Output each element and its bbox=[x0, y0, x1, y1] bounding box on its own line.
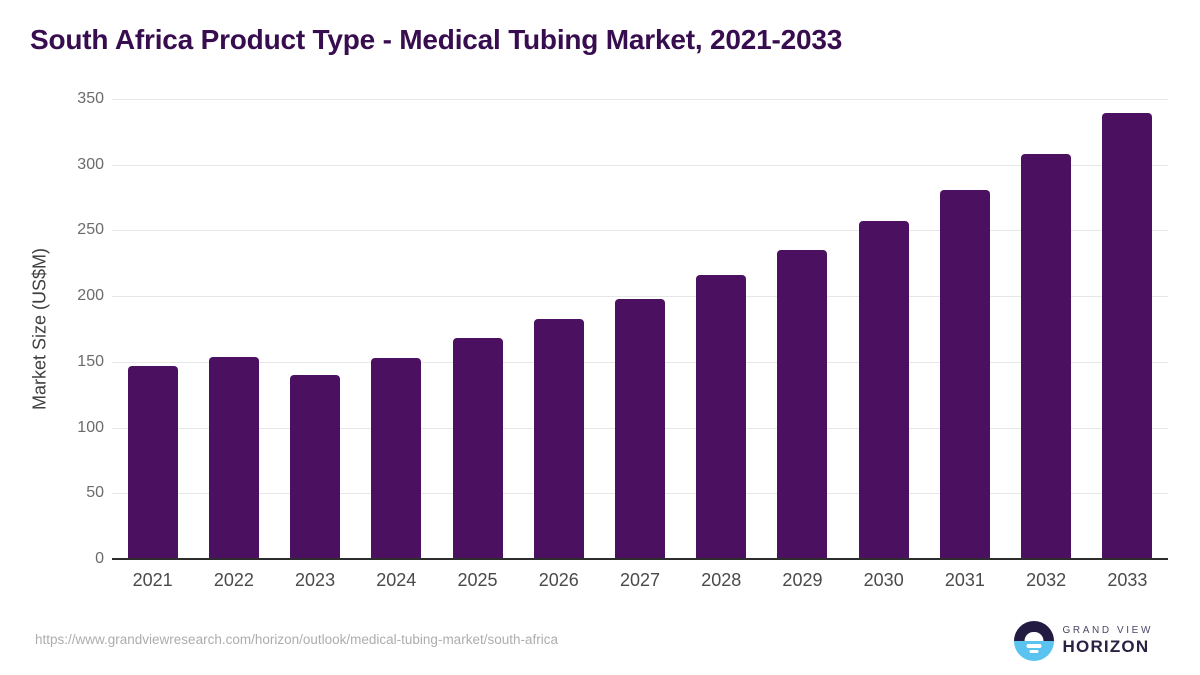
y-axis-tick-labels: 0 50 100 150 200 250 300 350 bbox=[0, 90, 104, 567]
x-axis-label-2022: 2022 bbox=[213, 570, 254, 590]
bar-2033[interactable] bbox=[1102, 113, 1153, 559]
x-axis-label-2026: 2026 bbox=[538, 570, 579, 590]
x-axis-label-2027: 2027 bbox=[619, 570, 661, 590]
bar-2030[interactable] bbox=[858, 221, 909, 559]
x-axis-label-2021: 2021 bbox=[132, 570, 173, 590]
bar-2023[interactable] bbox=[290, 375, 341, 559]
gridline-300 bbox=[112, 164, 1168, 166]
reflection-line bbox=[1026, 644, 1042, 648]
bar-2031[interactable] bbox=[939, 189, 990, 559]
x-axis-label-2023: 2023 bbox=[295, 570, 336, 590]
x-axis-line bbox=[112, 558, 1168, 560]
bar-2027[interactable] bbox=[615, 298, 665, 559]
y-axis-tick-label-150: 150 bbox=[77, 352, 104, 370]
y-axis-tick-label-350: 350 bbox=[77, 90, 104, 107]
gridline-350 bbox=[112, 99, 1168, 100]
y-axis-tick-label-250: 250 bbox=[77, 221, 104, 239]
bar-2026[interactable] bbox=[533, 318, 584, 559]
logo-text: GRAND VIEW HORIZON bbox=[1063, 625, 1153, 657]
sun-shape bbox=[1024, 631, 1044, 641]
x-axis-label-2030: 2030 bbox=[863, 570, 904, 590]
plot-area bbox=[112, 99, 1168, 560]
grand-view-horizon-logo: GRAND VIEW HORIZON bbox=[1013, 621, 1153, 661]
bar-2021[interactable] bbox=[127, 365, 178, 559]
gridline-200 bbox=[112, 296, 1168, 298]
x-axis-label-2032: 2032 bbox=[1026, 570, 1067, 590]
source-url: https://www.grandviewresearch.com/horizo… bbox=[35, 632, 558, 647]
x-axis-label-2025: 2025 bbox=[457, 570, 498, 590]
bar-2022[interactable] bbox=[208, 356, 259, 559]
bar-2032[interactable] bbox=[1021, 154, 1072, 559]
reflection-line bbox=[1029, 650, 1039, 653]
bar-2029[interactable] bbox=[777, 250, 828, 559]
x-axis-labels: 2021 2022 2023 2024 2025 2026 2027 2028 2029 2030… bbox=[112, 570, 1168, 596]
bar-2024[interactable] bbox=[371, 357, 422, 559]
y-axis-tick-label-300: 300 bbox=[77, 155, 104, 173]
y-axis-tick-label-100: 100 bbox=[77, 418, 104, 436]
y-axis-tick-label-50: 50 bbox=[86, 484, 104, 502]
bar-2025[interactable] bbox=[452, 338, 503, 559]
horizon-sun-icon bbox=[1013, 621, 1054, 661]
y-axis-tick-label-0: 0 bbox=[95, 550, 104, 567]
bar-2028[interactable] bbox=[696, 275, 747, 559]
logo-text-grand-view: GRAND VIEW bbox=[1062, 625, 1153, 636]
logo-text-horizon: HORIZON bbox=[1062, 637, 1150, 656]
x-axis-label-2031: 2031 bbox=[944, 570, 985, 590]
x-axis-label-2029: 2029 bbox=[782, 570, 823, 590]
chart-title: South Africa Product Type - Medical Tubi… bbox=[30, 24, 843, 55]
y-axis-tick-label-200: 200 bbox=[77, 287, 104, 305]
x-axis-label-2033: 2033 bbox=[1107, 570, 1148, 590]
x-axis-label-2024: 2024 bbox=[376, 570, 417, 590]
gridline-250 bbox=[112, 230, 1168, 232]
x-axis-label-2028: 2028 bbox=[701, 570, 742, 590]
